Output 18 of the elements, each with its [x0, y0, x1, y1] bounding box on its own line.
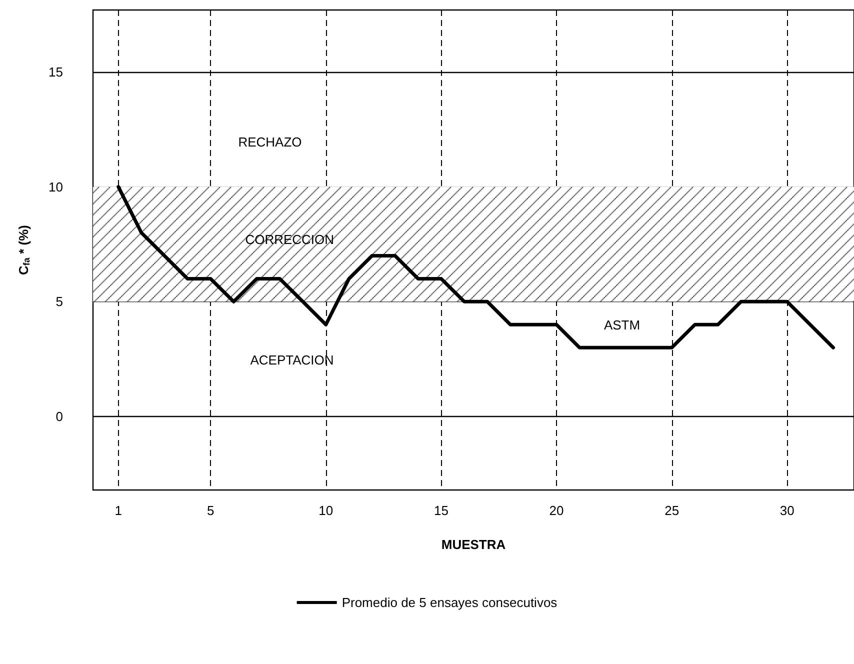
y-axis-title: Cfa * (%): [16, 225, 32, 275]
y-tick-label: 0: [56, 409, 63, 424]
annotation: ASTM: [604, 318, 640, 332]
y-tick-label: 10: [48, 179, 63, 194]
x-tick-label: 15: [434, 503, 448, 518]
y-tick-label: 5: [56, 294, 63, 310]
x-tick-label: 20: [549, 503, 564, 518]
x-tick-label: 1: [114, 503, 122, 518]
annotation: RECHAZO: [238, 134, 302, 150]
y-tick-label: 15: [48, 64, 63, 80]
x-axis-title: MUESTRA: [441, 537, 506, 552]
annotation: ACEPTACION: [250, 352, 334, 368]
band-label: CORRECCION: [245, 232, 334, 247]
x-tick-label: 5: [206, 503, 214, 518]
legend-label: Promedio de 5 ensayes consecutivos: [342, 595, 558, 610]
x-tick-label: 30: [780, 503, 794, 518]
x-tick-label: 10: [318, 503, 334, 518]
x-tick-label: 25: [664, 503, 680, 518]
